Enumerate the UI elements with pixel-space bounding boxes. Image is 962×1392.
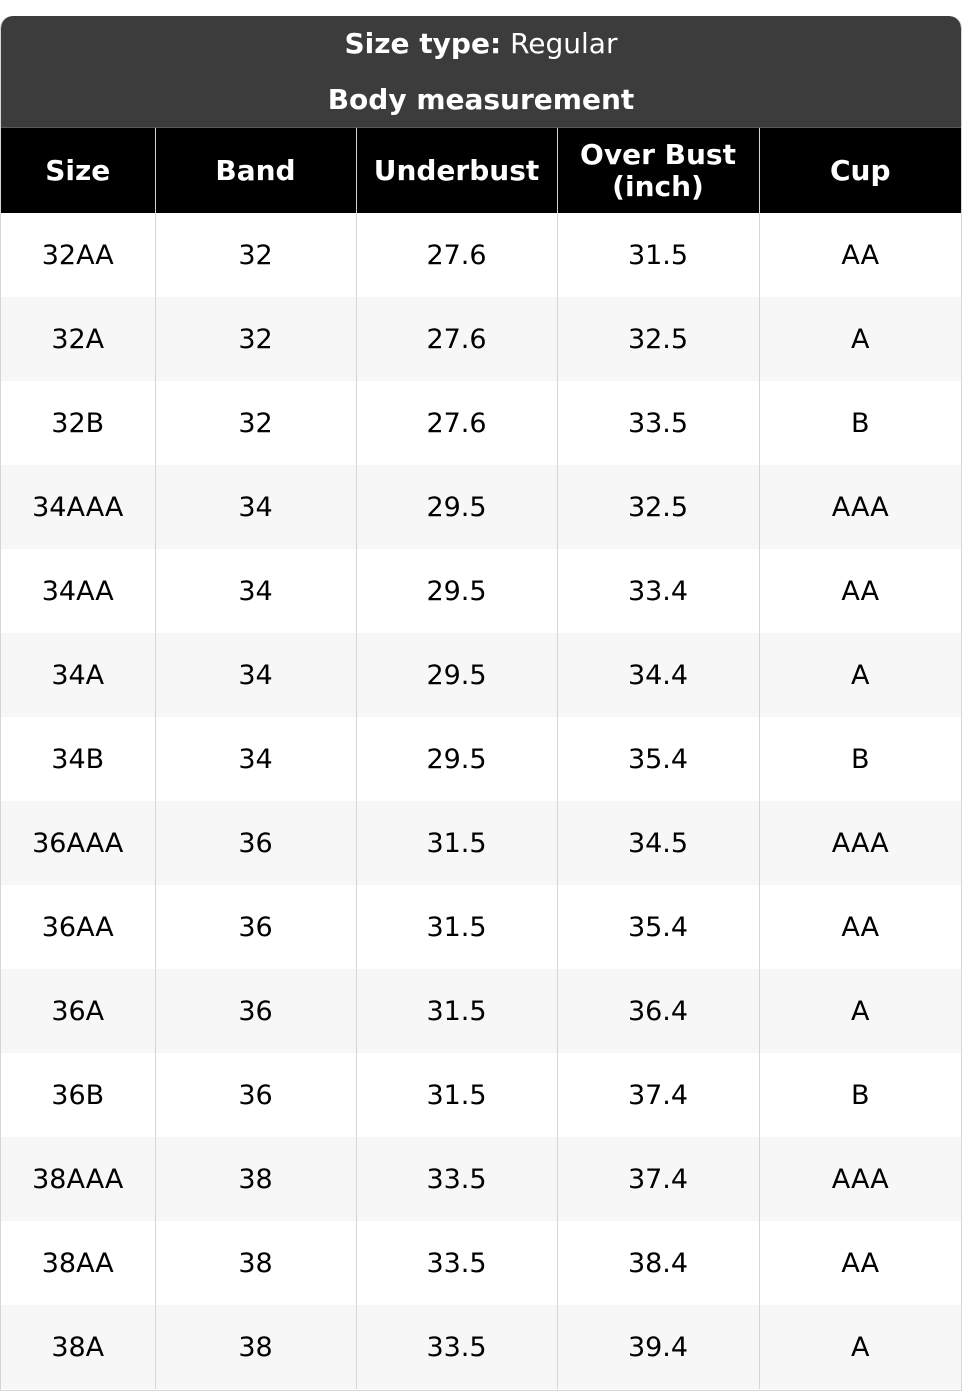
table-row: 36AAA 36 31.5 34.5 AAA bbox=[1, 801, 961, 885]
cell-over-bust: 39.4 bbox=[557, 1305, 760, 1389]
cell-over-bust: 36.4 bbox=[557, 969, 760, 1053]
cell-underbust: 33.5 bbox=[356, 1305, 558, 1389]
cell-cup: B bbox=[759, 1053, 961, 1137]
cell-over-bust: 33.5 bbox=[557, 381, 760, 465]
caption-subtitle: Body measurement bbox=[1, 72, 961, 128]
cell-size: 36A bbox=[1, 969, 156, 1053]
cell-cup: B bbox=[759, 717, 961, 801]
cell-band: 34 bbox=[155, 717, 357, 801]
cell-over-bust: 37.4 bbox=[557, 1053, 760, 1137]
cell-band: 36 bbox=[155, 885, 357, 969]
cell-band: 32 bbox=[155, 297, 357, 381]
cell-over-bust: 32.5 bbox=[557, 465, 760, 549]
cell-size: 34B bbox=[1, 717, 156, 801]
cell-band: 32 bbox=[155, 213, 357, 297]
table-row: 38AAA 38 33.5 37.4 AAA bbox=[1, 1137, 961, 1221]
size-table: Size Band Underbust Over Bust (inch) Cup… bbox=[1, 128, 961, 1389]
column-header-cup: Cup bbox=[759, 128, 961, 213]
cell-size: 38AA bbox=[1, 1221, 156, 1305]
cell-cup: A bbox=[759, 297, 961, 381]
table-row: 36B 36 31.5 37.4 B bbox=[1, 1053, 961, 1137]
cell-size: 32AA bbox=[1, 213, 156, 297]
cell-size: 32B bbox=[1, 381, 156, 465]
cell-underbust: 31.5 bbox=[356, 969, 558, 1053]
table-row: 34AAA 34 29.5 32.5 AAA bbox=[1, 465, 961, 549]
cell-over-bust: 37.4 bbox=[557, 1137, 760, 1221]
column-header-size: Size bbox=[1, 128, 156, 213]
cell-band: 36 bbox=[155, 801, 357, 885]
cell-size: 34AA bbox=[1, 549, 156, 633]
cell-band: 38 bbox=[155, 1137, 357, 1221]
cell-over-bust: 34.5 bbox=[557, 801, 760, 885]
size-type-label: Size type: bbox=[344, 27, 502, 60]
size-type-value: Regular bbox=[510, 27, 618, 60]
cell-cup: AAA bbox=[759, 801, 961, 885]
table-row: 34AA 34 29.5 33.4 AA bbox=[1, 549, 961, 633]
cell-underbust: 27.6 bbox=[356, 213, 558, 297]
cell-band: 32 bbox=[155, 381, 357, 465]
column-header-band: Band bbox=[155, 128, 357, 213]
cell-over-bust: 38.4 bbox=[557, 1221, 760, 1305]
table-row: 38A 38 33.5 39.4 A bbox=[1, 1305, 961, 1389]
column-header-underbust: Underbust bbox=[356, 128, 558, 213]
cell-underbust: 29.5 bbox=[356, 465, 558, 549]
cell-cup: AA bbox=[759, 1221, 961, 1305]
cell-cup: AA bbox=[759, 885, 961, 969]
cell-size: 38A bbox=[1, 1305, 156, 1389]
cell-size: 38AAA bbox=[1, 1137, 156, 1221]
table-row: 32B 32 27.6 33.5 B bbox=[1, 381, 961, 465]
cell-band: 38 bbox=[155, 1305, 357, 1389]
cell-size: 36B bbox=[1, 1053, 156, 1137]
cell-band: 38 bbox=[155, 1221, 357, 1305]
cell-cup: B bbox=[759, 381, 961, 465]
cell-cup: A bbox=[759, 633, 961, 717]
table-row: 38AA 38 33.5 38.4 AA bbox=[1, 1221, 961, 1305]
table-row: 36AA 36 31.5 35.4 AA bbox=[1, 885, 961, 969]
table-row: 32A 32 27.6 32.5 A bbox=[1, 297, 961, 381]
column-header-over-bust: Over Bust (inch) bbox=[557, 128, 760, 213]
cell-size: 32A bbox=[1, 297, 156, 381]
cell-over-bust: 34.4 bbox=[557, 633, 760, 717]
table-body: 32AA 32 27.6 31.5 AA 32A 32 27.6 32.5 A 32B 32 27.6 3… bbox=[1, 213, 961, 1389]
size-type-line: Size type: Regular bbox=[1, 16, 961, 72]
cell-band: 36 bbox=[155, 1053, 357, 1137]
table-header-row: Size Band Underbust Over Bust (inch) Cup bbox=[1, 128, 961, 213]
cell-size: 36AA bbox=[1, 885, 156, 969]
cell-over-bust: 35.4 bbox=[557, 885, 760, 969]
table-row: 34B 34 29.5 35.4 B bbox=[1, 717, 961, 801]
cell-size: 34AAA bbox=[1, 465, 156, 549]
cell-cup: A bbox=[759, 969, 961, 1053]
cell-over-bust: 31.5 bbox=[557, 213, 760, 297]
cell-underbust: 27.6 bbox=[356, 297, 558, 381]
size-chart-caption: Size type: Regular Body measurement bbox=[1, 16, 961, 128]
cell-band: 34 bbox=[155, 549, 357, 633]
table-row: 32AA 32 27.6 31.5 AA bbox=[1, 213, 961, 297]
cell-underbust: 29.5 bbox=[356, 717, 558, 801]
cell-underbust: 31.5 bbox=[356, 885, 558, 969]
cell-band: 34 bbox=[155, 633, 357, 717]
cell-cup: A bbox=[759, 1305, 961, 1389]
table-row: 36A 36 31.5 36.4 A bbox=[1, 969, 961, 1053]
cell-cup: AA bbox=[759, 213, 961, 297]
cell-band: 34 bbox=[155, 465, 357, 549]
cell-cup: AAA bbox=[759, 465, 961, 549]
cell-underbust: 29.5 bbox=[356, 633, 558, 717]
cell-underbust: 33.5 bbox=[356, 1137, 558, 1221]
cell-underbust: 31.5 bbox=[356, 801, 558, 885]
cell-underbust: 27.6 bbox=[356, 381, 558, 465]
table-row: 34A 34 29.5 34.4 A bbox=[1, 633, 961, 717]
cell-size: 36AAA bbox=[1, 801, 156, 885]
cell-over-bust: 32.5 bbox=[557, 297, 760, 381]
cell-cup: AAA bbox=[759, 1137, 961, 1221]
cell-over-bust: 33.4 bbox=[557, 549, 760, 633]
cell-over-bust: 35.4 bbox=[557, 717, 760, 801]
cell-band: 36 bbox=[155, 969, 357, 1053]
cell-cup: AA bbox=[759, 549, 961, 633]
size-chart: Size type: Regular Body measurement Size… bbox=[0, 16, 962, 1391]
cell-underbust: 33.5 bbox=[356, 1221, 558, 1305]
cell-underbust: 31.5 bbox=[356, 1053, 558, 1137]
cell-underbust: 29.5 bbox=[356, 549, 558, 633]
cell-size: 34A bbox=[1, 633, 156, 717]
